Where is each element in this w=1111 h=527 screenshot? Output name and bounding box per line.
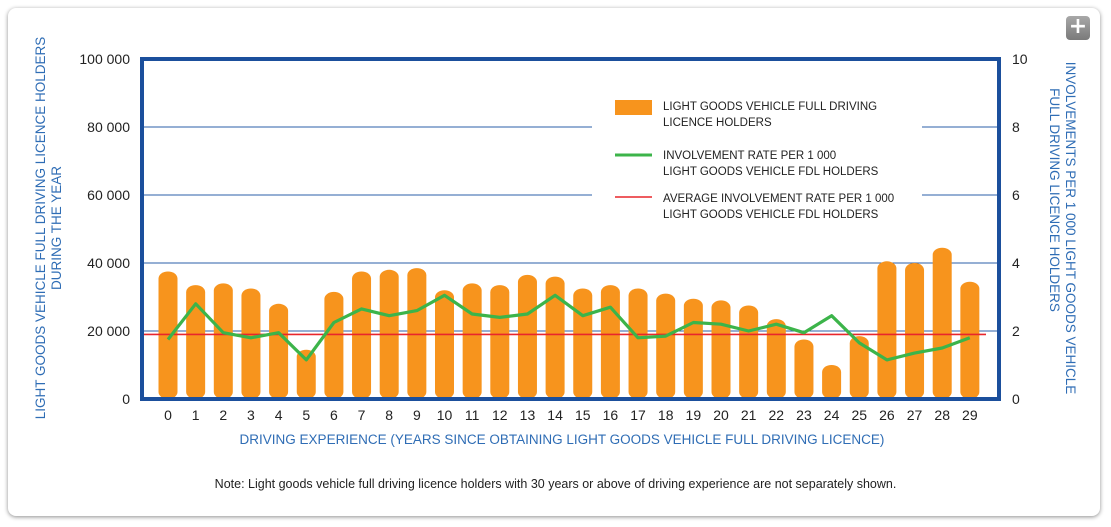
x-tick-label: 12 xyxy=(492,407,508,423)
legend-swatch-bars xyxy=(615,100,652,115)
x-tick-label: 26 xyxy=(879,407,895,423)
bar xyxy=(849,336,869,399)
x-tick-label: 4 xyxy=(275,407,283,423)
y-axis-label-right-line2: FULL DRIVING LICENCE HOLDERS xyxy=(1047,88,1062,312)
x-tick-label: 17 xyxy=(630,407,646,423)
x-tick-label: 18 xyxy=(658,407,674,423)
x-tick-label: 10 xyxy=(437,407,453,423)
bar xyxy=(517,274,537,399)
x-tick-label: 16 xyxy=(603,407,619,423)
bar xyxy=(296,349,316,399)
legend-label: LIGHT GOODS VEHICLE FDL HOLDERS xyxy=(663,166,879,178)
x-tick-label: 15 xyxy=(575,407,591,423)
bar xyxy=(158,271,178,399)
x-tick-label: 21 xyxy=(741,407,757,423)
x-tick-label: 0 xyxy=(164,407,172,423)
y-tick-label-left: 0 xyxy=(122,391,130,407)
x-tick-label: 28 xyxy=(934,407,950,423)
x-tick-label: 6 xyxy=(330,407,338,423)
expand-button[interactable]: + xyxy=(1066,16,1090,40)
bar xyxy=(739,305,759,399)
bar xyxy=(241,288,261,399)
x-tick-label: 23 xyxy=(796,407,812,423)
plus-icon: + xyxy=(1068,14,1088,39)
bar xyxy=(545,276,565,399)
bar xyxy=(573,288,593,399)
bar xyxy=(628,288,648,399)
bar xyxy=(490,285,510,399)
y-tick-label-left: 100 000 xyxy=(79,51,130,67)
x-tick-label: 1 xyxy=(192,407,200,423)
x-tick-label: 2 xyxy=(219,407,227,423)
y-tick-label-right: 10 xyxy=(1012,51,1028,67)
y-tick-label-right: 4 xyxy=(1012,255,1020,271)
bar xyxy=(352,271,372,399)
bar xyxy=(213,283,233,399)
legend-label: LIGHT GOODS VEHICLE FULL DRIVING xyxy=(663,101,877,113)
bar xyxy=(407,268,427,399)
x-tick-label: 19 xyxy=(686,407,702,423)
x-tick-label: 25 xyxy=(851,407,867,423)
x-tick-label: 27 xyxy=(907,407,923,423)
x-tick-label: 24 xyxy=(824,407,840,423)
bar xyxy=(960,281,980,399)
bar xyxy=(905,263,925,399)
y-axis-label-left-line1: LIGHT GOODS VEHICLE FULL DRIVING LICENCE… xyxy=(33,37,48,420)
y-axis-label-right-line1: INVOLVEMENTS PER 1 000 LIGHT GOODS VEHIC… xyxy=(1063,62,1078,395)
x-tick-label: 20 xyxy=(713,407,729,423)
bar xyxy=(822,365,842,399)
x-tick-label: 29 xyxy=(962,407,978,423)
y-tick-label-left: 80 000 xyxy=(87,119,130,135)
y-tick-label-left: 20 000 xyxy=(87,323,130,339)
bar xyxy=(269,303,289,399)
y-tick-label-right: 2 xyxy=(1012,323,1020,339)
y-tick-label-right: 6 xyxy=(1012,187,1020,203)
chart-note: Note: Light goods vehicle full driving l… xyxy=(214,477,897,491)
bar xyxy=(435,290,454,399)
bar xyxy=(932,247,952,399)
bar xyxy=(186,285,206,399)
x-tick-label: 3 xyxy=(247,407,255,423)
x-tick-label: 5 xyxy=(302,407,310,423)
y-tick-label-right: 0 xyxy=(1012,391,1020,407)
y-tick-label-right: 8 xyxy=(1012,119,1020,135)
x-tick-label: 9 xyxy=(413,407,421,423)
bar xyxy=(462,283,482,399)
bar xyxy=(877,261,897,399)
legend-label: LIGHT GOODS VEHICLE FDL HOLDERS xyxy=(663,209,879,221)
bar xyxy=(794,339,814,399)
bar xyxy=(324,291,344,399)
legend-label: INVOLVEMENT RATE PER 1 000 xyxy=(663,150,836,162)
bar xyxy=(683,298,703,399)
x-tick-label: 22 xyxy=(769,407,785,423)
bar xyxy=(711,300,731,399)
x-tick-label: 7 xyxy=(358,407,366,423)
x-tick-label: 8 xyxy=(385,407,393,423)
bar xyxy=(766,319,786,399)
x-axis-label: DRIVING EXPERIENCE (YEARS SINCE OBTAININ… xyxy=(240,432,885,447)
bar xyxy=(656,293,676,399)
legend-label: LICENCE HOLDERS xyxy=(663,117,772,129)
y-tick-label-left: 40 000 xyxy=(87,255,130,271)
y-axis-label-left-line2: DURING THE YEAR xyxy=(49,166,64,290)
legend-label: AVERAGE INVOLVEMENT RATE PER 1 000 xyxy=(663,193,894,205)
x-tick-label: 14 xyxy=(547,407,563,423)
x-tick-label: 11 xyxy=(465,407,480,423)
involvement-line xyxy=(166,293,971,362)
bar xyxy=(600,285,620,399)
y-tick-label-left: 60 000 xyxy=(87,187,130,203)
x-tick-label: 13 xyxy=(520,407,536,423)
